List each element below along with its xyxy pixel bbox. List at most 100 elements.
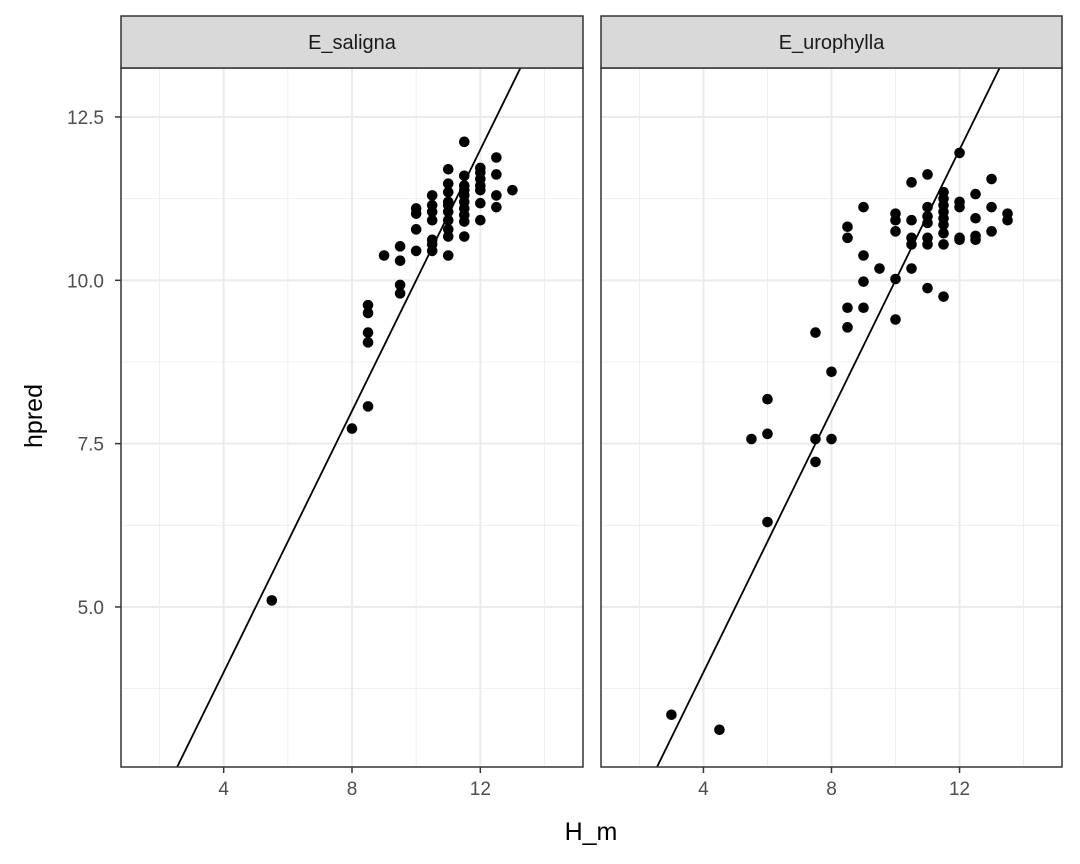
data-point: [410, 203, 422, 214]
data-point: [986, 173, 997, 185]
y-axis-title: hpred: [20, 384, 48, 448]
data-point: [746, 433, 757, 445]
data-point: [442, 250, 454, 261]
strip-background: [120, 15, 584, 69]
axis-layer: H_m hpred 5.0 7.5 10.0 12.5: [20, 108, 617, 846]
data-point: [442, 224, 454, 235]
data-point: [810, 433, 821, 445]
data-point: [890, 273, 901, 285]
x-tick-label: 12: [949, 779, 970, 800]
data-point: [491, 169, 502, 180]
data-point: [442, 178, 454, 189]
data-point: [426, 190, 438, 201]
strip-label: E_urophylla: [779, 32, 886, 54]
data-point: [426, 199, 438, 211]
data-point: [986, 226, 997, 237]
data-point: [842, 302, 853, 314]
data-point: [762, 516, 773, 528]
data-point: [394, 288, 406, 299]
data-point: [362, 327, 374, 338]
data-point: [954, 147, 965, 159]
y-tick-label: 7.5: [78, 435, 104, 456]
data-point: [394, 241, 406, 252]
data-point: [475, 214, 486, 226]
data-point: [858, 250, 869, 261]
data-point: [714, 724, 725, 736]
data-point: [938, 291, 949, 302]
data-point: [826, 433, 837, 445]
data-point: [491, 152, 502, 163]
data-point: [906, 263, 917, 274]
data-point: [458, 170, 470, 182]
data-point: [458, 180, 470, 191]
data-point: [666, 709, 677, 721]
data-point: [954, 232, 965, 244]
panel-E_saligna: E_saligna 4 8 12: [120, 15, 584, 800]
data-point: [475, 197, 486, 209]
data-point: [762, 393, 773, 405]
data-point: [922, 210, 933, 222]
data-point: [938, 239, 949, 250]
strip-label: E_saligna: [308, 32, 397, 54]
data-point: [842, 232, 853, 244]
data-point: [970, 212, 981, 224]
reference-line: [656, 68, 1001, 767]
data-point: [906, 232, 917, 244]
data-point: [922, 169, 933, 180]
x-tick-label: 4: [698, 779, 709, 800]
panels-layer: E_saligna 4 8 12 E_urophylla 4 8 12: [120, 15, 1063, 800]
data-point: [426, 234, 438, 246]
data-point: [906, 177, 917, 188]
data-point: [986, 201, 997, 213]
data-point: [842, 221, 853, 233]
data-point: [394, 255, 406, 267]
data-point: [858, 201, 869, 213]
x-tick-label: 8: [826, 779, 837, 800]
data-point: [1002, 208, 1013, 219]
data-point: [362, 299, 374, 311]
data-point: [378, 250, 390, 261]
data-point: [442, 163, 454, 175]
data-point: [970, 188, 981, 200]
data-point: [362, 401, 374, 412]
data-point: [906, 214, 917, 226]
data-point: [858, 276, 869, 287]
data-point: [507, 184, 518, 196]
data-point: [442, 196, 454, 208]
data-point: [922, 201, 933, 213]
data-point: [922, 282, 933, 294]
x-tick-label: 12: [470, 779, 491, 800]
data-point: [970, 230, 981, 242]
data-point: [890, 314, 901, 325]
reference-line: [176, 68, 522, 767]
panel-E_urophylla: E_urophylla 4 8 12: [600, 15, 1063, 800]
data-point: [890, 226, 901, 237]
x-axis-title: H_m: [565, 818, 618, 846]
data-point: [458, 231, 470, 242]
data-point: [458, 136, 470, 148]
data-point: [858, 302, 869, 314]
x-tick-label: 4: [218, 779, 229, 800]
data-point: [826, 366, 837, 378]
data-point: [394, 279, 406, 291]
data-point: [491, 190, 502, 201]
data-point: [266, 595, 278, 606]
data-point: [362, 307, 374, 319]
data-point: [874, 263, 885, 274]
data-point: [938, 227, 949, 239]
data-point: [762, 428, 773, 440]
strip-background: [600, 15, 1063, 69]
data-point: [475, 162, 486, 174]
y-tick-label: 5.0: [78, 598, 104, 619]
x-tick-label: 8: [347, 779, 358, 800]
data-point: [426, 214, 438, 226]
data-point: [410, 245, 422, 257]
data-point: [938, 186, 949, 198]
data-point: [442, 214, 454, 226]
y-tick-label: 12.5: [67, 108, 104, 129]
data-point: [346, 423, 358, 434]
data-point: [842, 322, 853, 333]
data-point: [954, 196, 965, 208]
y-tick-label: 10.0: [67, 271, 104, 292]
